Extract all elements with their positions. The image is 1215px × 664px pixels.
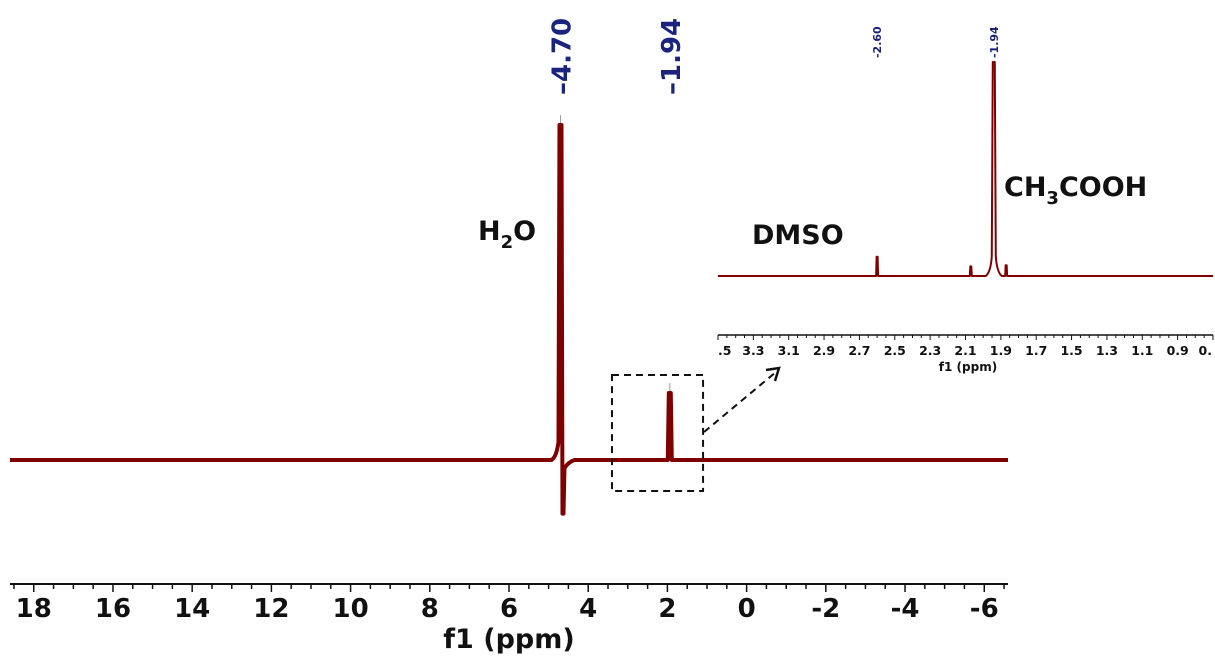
inset-tick-label: 2.5 — [884, 343, 906, 358]
inset-tick-label: 1.7 — [1025, 343, 1047, 358]
water-peak-annotation: H2O — [478, 216, 536, 253]
main-tick-labels: 18 16 14 12 10 8 6 4 2 0 -2 -4 -6 — [16, 594, 999, 624]
inset-tick-label: 0.9 — [1167, 343, 1189, 358]
main-spectrum-line — [10, 123, 1008, 516]
main-tick-label: 10 — [332, 594, 368, 624]
inset-tick-label: 3.1 — [778, 343, 800, 358]
main-tick-label: 6 — [500, 594, 518, 624]
main-spectrum: 18 16 14 12 10 8 6 4 2 0 -2 -4 -6 f1 (ppm) –4.70 –1.9… — [10, 18, 1008, 655]
main-x-axis — [10, 583, 1008, 592]
zoom-arrowhead — [765, 366, 781, 382]
inset-tick-label: 1.5 — [1060, 343, 1082, 358]
inset-tick-label: 2.9 — [813, 343, 835, 358]
inset-tick-labels: .5 3.3 3.1 2.9 2.7 2.5 2.3 2.1 1.9 1.7 1.5 1.3 1.1 0.… — [718, 343, 1212, 358]
main-tick-label: -2 — [811, 594, 840, 624]
inset-tick-label: 1.1 — [1131, 343, 1153, 358]
main-tick-label: -4 — [891, 594, 920, 624]
main-tick-label: 4 — [579, 594, 597, 624]
main-tick-label: 16 — [95, 594, 131, 624]
acetic-acid-annotation: CH3COOH — [1004, 172, 1147, 209]
inset-spectrum: .5 3.3 3.1 2.9 2.7 2.5 2.3 2.1 1.9 1.7 1.5 1.3 1.1 0.… — [717, 26, 1214, 374]
main-tick-label: 14 — [174, 594, 210, 624]
main-tick-label: 2 — [658, 594, 676, 624]
inset-spectrum-line — [718, 61, 1213, 277]
main-x-axis-label: f1 (ppm) — [443, 624, 574, 655]
main-peak-label: –1.94 — [657, 18, 687, 95]
main-peak-label: –4.70 — [547, 18, 577, 95]
inset-tick-label: 1.3 — [1096, 343, 1118, 358]
inset-x-axis-label: f1 (ppm) — [939, 360, 997, 374]
inset-peak-labels: -2.60 -1.94 — [871, 26, 1001, 58]
inset-peak-label: -2.60 — [871, 26, 884, 58]
inset-tick-label: 2.7 — [848, 343, 870, 358]
inset-tick-label: 1.9 — [990, 343, 1012, 358]
main-tick-label: 0 — [738, 594, 756, 624]
inset-tick-label: .5 — [718, 343, 731, 358]
inset-tick-label: 0. — [1199, 343, 1212, 358]
inset-peak-label: -1.94 — [988, 26, 1001, 58]
inset-tick-label: 3.3 — [742, 343, 764, 358]
main-tick-label: 8 — [421, 594, 439, 624]
inset-x-axis — [717, 334, 1214, 340]
main-tick-label: -6 — [970, 594, 999, 624]
inset-tick-label: 2.3 — [919, 343, 941, 358]
inset-tick-label: 2.1 — [954, 343, 976, 358]
main-peak-labels: –4.70 –1.94 — [547, 18, 687, 391]
zoom-arrow — [703, 371, 777, 433]
main-tick-label: 12 — [253, 594, 289, 624]
zoom-region-box — [610, 374, 705, 492]
main-tick-label: 18 — [16, 594, 52, 624]
dmso-annotation: DMSO — [752, 220, 844, 251]
